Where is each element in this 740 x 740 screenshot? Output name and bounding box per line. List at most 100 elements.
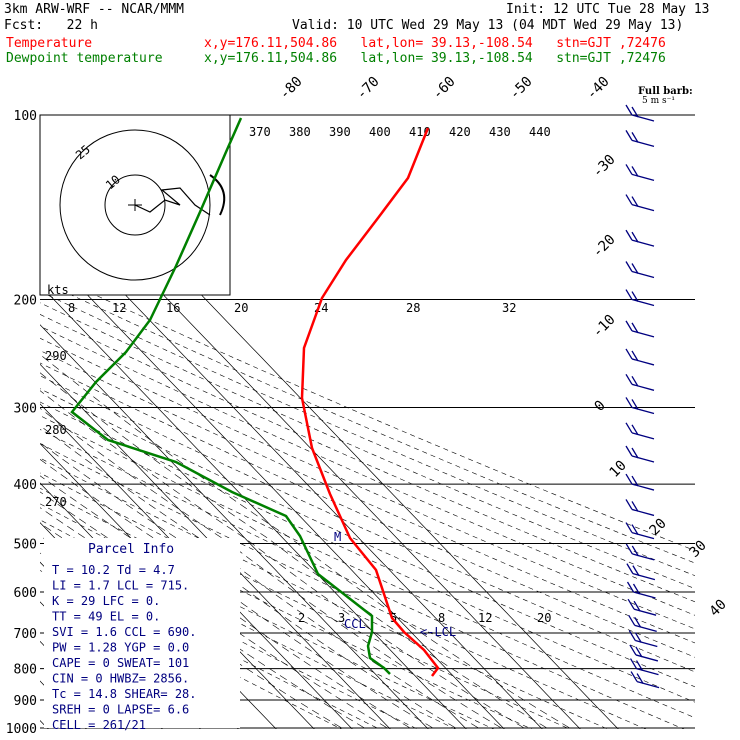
- wind-barb-staff: [633, 608, 657, 616]
- theta-e-label: 380: [289, 125, 311, 139]
- moist-adiabat-line: [40, 390, 527, 729]
- wind-barb-staff: [632, 553, 655, 561]
- temperature-tick-label: -80: [277, 74, 306, 103]
- wind-barb-staff: [631, 114, 655, 122]
- pressure-tick-label: 100: [14, 109, 37, 124]
- dry-adiabat-line: [40, 375, 695, 673]
- wind-barb-flag: [625, 473, 633, 485]
- wind-barb-flag: [625, 164, 633, 175]
- parcel-info-row: LI = 1.7 LCL = 715.: [52, 579, 189, 593]
- temperature-tick-label: -70: [354, 74, 383, 103]
- wind-barb-flag: [625, 422, 633, 434]
- wind-barb-flag: [627, 598, 635, 610]
- temperature-tick-label: -30: [590, 152, 619, 181]
- wind-barb-flag: [631, 322, 639, 334]
- parcel-info-row: T = 10.2 Td = 4.7: [52, 563, 175, 577]
- wind-barbs: [625, 104, 660, 689]
- wind-barb-staff: [635, 654, 659, 662]
- wind-barb-staff: [631, 483, 655, 491]
- temperature-tick-label: -20: [590, 232, 619, 261]
- wind-barb-staff: [631, 358, 655, 366]
- wind-barb-flag: [625, 373, 633, 385]
- wind-barb-flag: [625, 397, 633, 408]
- theta-e-label: 430: [489, 125, 511, 139]
- wind-barb-flag: [630, 671, 638, 682]
- mixing-ratio-label: 16: [166, 301, 180, 315]
- wind-barb-flag: [625, 348, 633, 360]
- wind-barb-flag: [631, 350, 639, 362]
- hodograph-trace: [209, 174, 226, 216]
- pressure-tick-label: 500: [14, 537, 37, 552]
- wind-barb-flag: [631, 106, 639, 118]
- profiles: M CCL <-LCL: [70, 117, 456, 677]
- mixing-ratio-label: 12: [478, 611, 492, 625]
- wind-barb-flag: [626, 581, 635, 593]
- m-marker: M: [334, 530, 341, 544]
- wind-barb-staff: [631, 239, 655, 247]
- theta-e-label: 400: [369, 125, 391, 139]
- isotherm-line: [40, 205, 543, 729]
- wind-key-line2: 5 m s⁻¹: [642, 96, 675, 106]
- wind-barb-staff: [631, 383, 655, 391]
- moist-adiabat-line: [40, 442, 458, 729]
- wind-barb-flag: [626, 563, 634, 574]
- moist-adiabat-line: [40, 458, 436, 729]
- wind-barb-flag: [625, 261, 633, 272]
- pressure-tick-label: 600: [14, 586, 37, 601]
- temperature-tick-label: 20: [647, 516, 670, 539]
- wind-barb-flag: [634, 632, 642, 643]
- init-time: Init: 12 UTC Tue 28 May 13: [506, 2, 710, 17]
- wind-barb-flag: [632, 565, 640, 576]
- wind-barb-flag: [631, 524, 639, 535]
- wind-barb-staff: [634, 624, 657, 632]
- wind-barb-flag: [635, 646, 643, 658]
- parcel-info-row: CIN = 0 HWBZ= 2856.: [52, 672, 189, 686]
- lcl-marker: <-LCL: [420, 625, 456, 639]
- wind-barb-flag: [625, 104, 633, 116]
- dry-adiabat-line: [40, 443, 647, 729]
- wind-barb-staff: [635, 639, 658, 648]
- theta-label: 290: [45, 349, 67, 363]
- temperature-tick-label: 40: [707, 597, 730, 620]
- mixing-ratio-label: 8: [438, 611, 445, 625]
- wind-barb-flag: [631, 231, 639, 243]
- wind-barb-flag: [632, 583, 641, 595]
- pressure-tick-label: 800: [14, 663, 37, 678]
- dry-adiabat-line: [40, 401, 695, 703]
- pressure-tick-label: 300: [14, 401, 37, 416]
- wind-barb-staff: [631, 508, 655, 517]
- wind-barb-staff: [631, 203, 655, 212]
- isotherm-line: [40, 284, 467, 729]
- wind-barb-staff: [631, 139, 655, 148]
- wind-barb-flag: [631, 263, 639, 274]
- mixing-ratio-label: 20: [234, 301, 248, 315]
- dry-adiabat-line: [40, 337, 695, 630]
- wind-barb-staff: [631, 270, 655, 279]
- isotherm-line: [0, 115, 22, 740]
- moist-adiabat-line: [40, 407, 504, 729]
- mixing-ratio-label: 28: [406, 301, 420, 315]
- wind-barb-flag: [631, 291, 639, 302]
- dry-adiabat-line: [40, 472, 571, 729]
- wind-barb-flag: [625, 289, 633, 300]
- hodograph-ring-outer: [59, 129, 211, 281]
- temperature-tick-label: -60: [430, 74, 459, 103]
- theta-label: 270: [45, 495, 67, 509]
- dry-adiabat-line: [40, 503, 495, 729]
- wind-barb-staff: [631, 406, 655, 415]
- valid-time: Valid: 10 UTC Wed 29 May 13 (04 MDT Wed …: [292, 18, 684, 33]
- pressure-tick-label: 400: [14, 478, 37, 493]
- parcel-info-row: PW = 1.28 YGP = 0.0: [52, 641, 189, 655]
- wind-barb-staff: [636, 667, 659, 676]
- wind-barb-flag: [631, 132, 639, 143]
- wind-barb-flag: [631, 545, 639, 557]
- wind-barb-flag: [631, 399, 639, 410]
- wind-barb-staff: [631, 173, 655, 182]
- mixing-ratio-label: 20: [537, 611, 551, 625]
- temperature-legend-info: x,y=176.11,504.86 lat,lon= 39.13,-108.54…: [204, 36, 666, 51]
- theta-e-label: 440: [529, 125, 551, 139]
- dewpoint-legend-info: x,y=176.11,504.86 lat,lon= 39.13,-108.54…: [204, 51, 666, 66]
- temperature-tick-label: -50: [507, 74, 536, 103]
- isotherm-line: [40, 126, 619, 729]
